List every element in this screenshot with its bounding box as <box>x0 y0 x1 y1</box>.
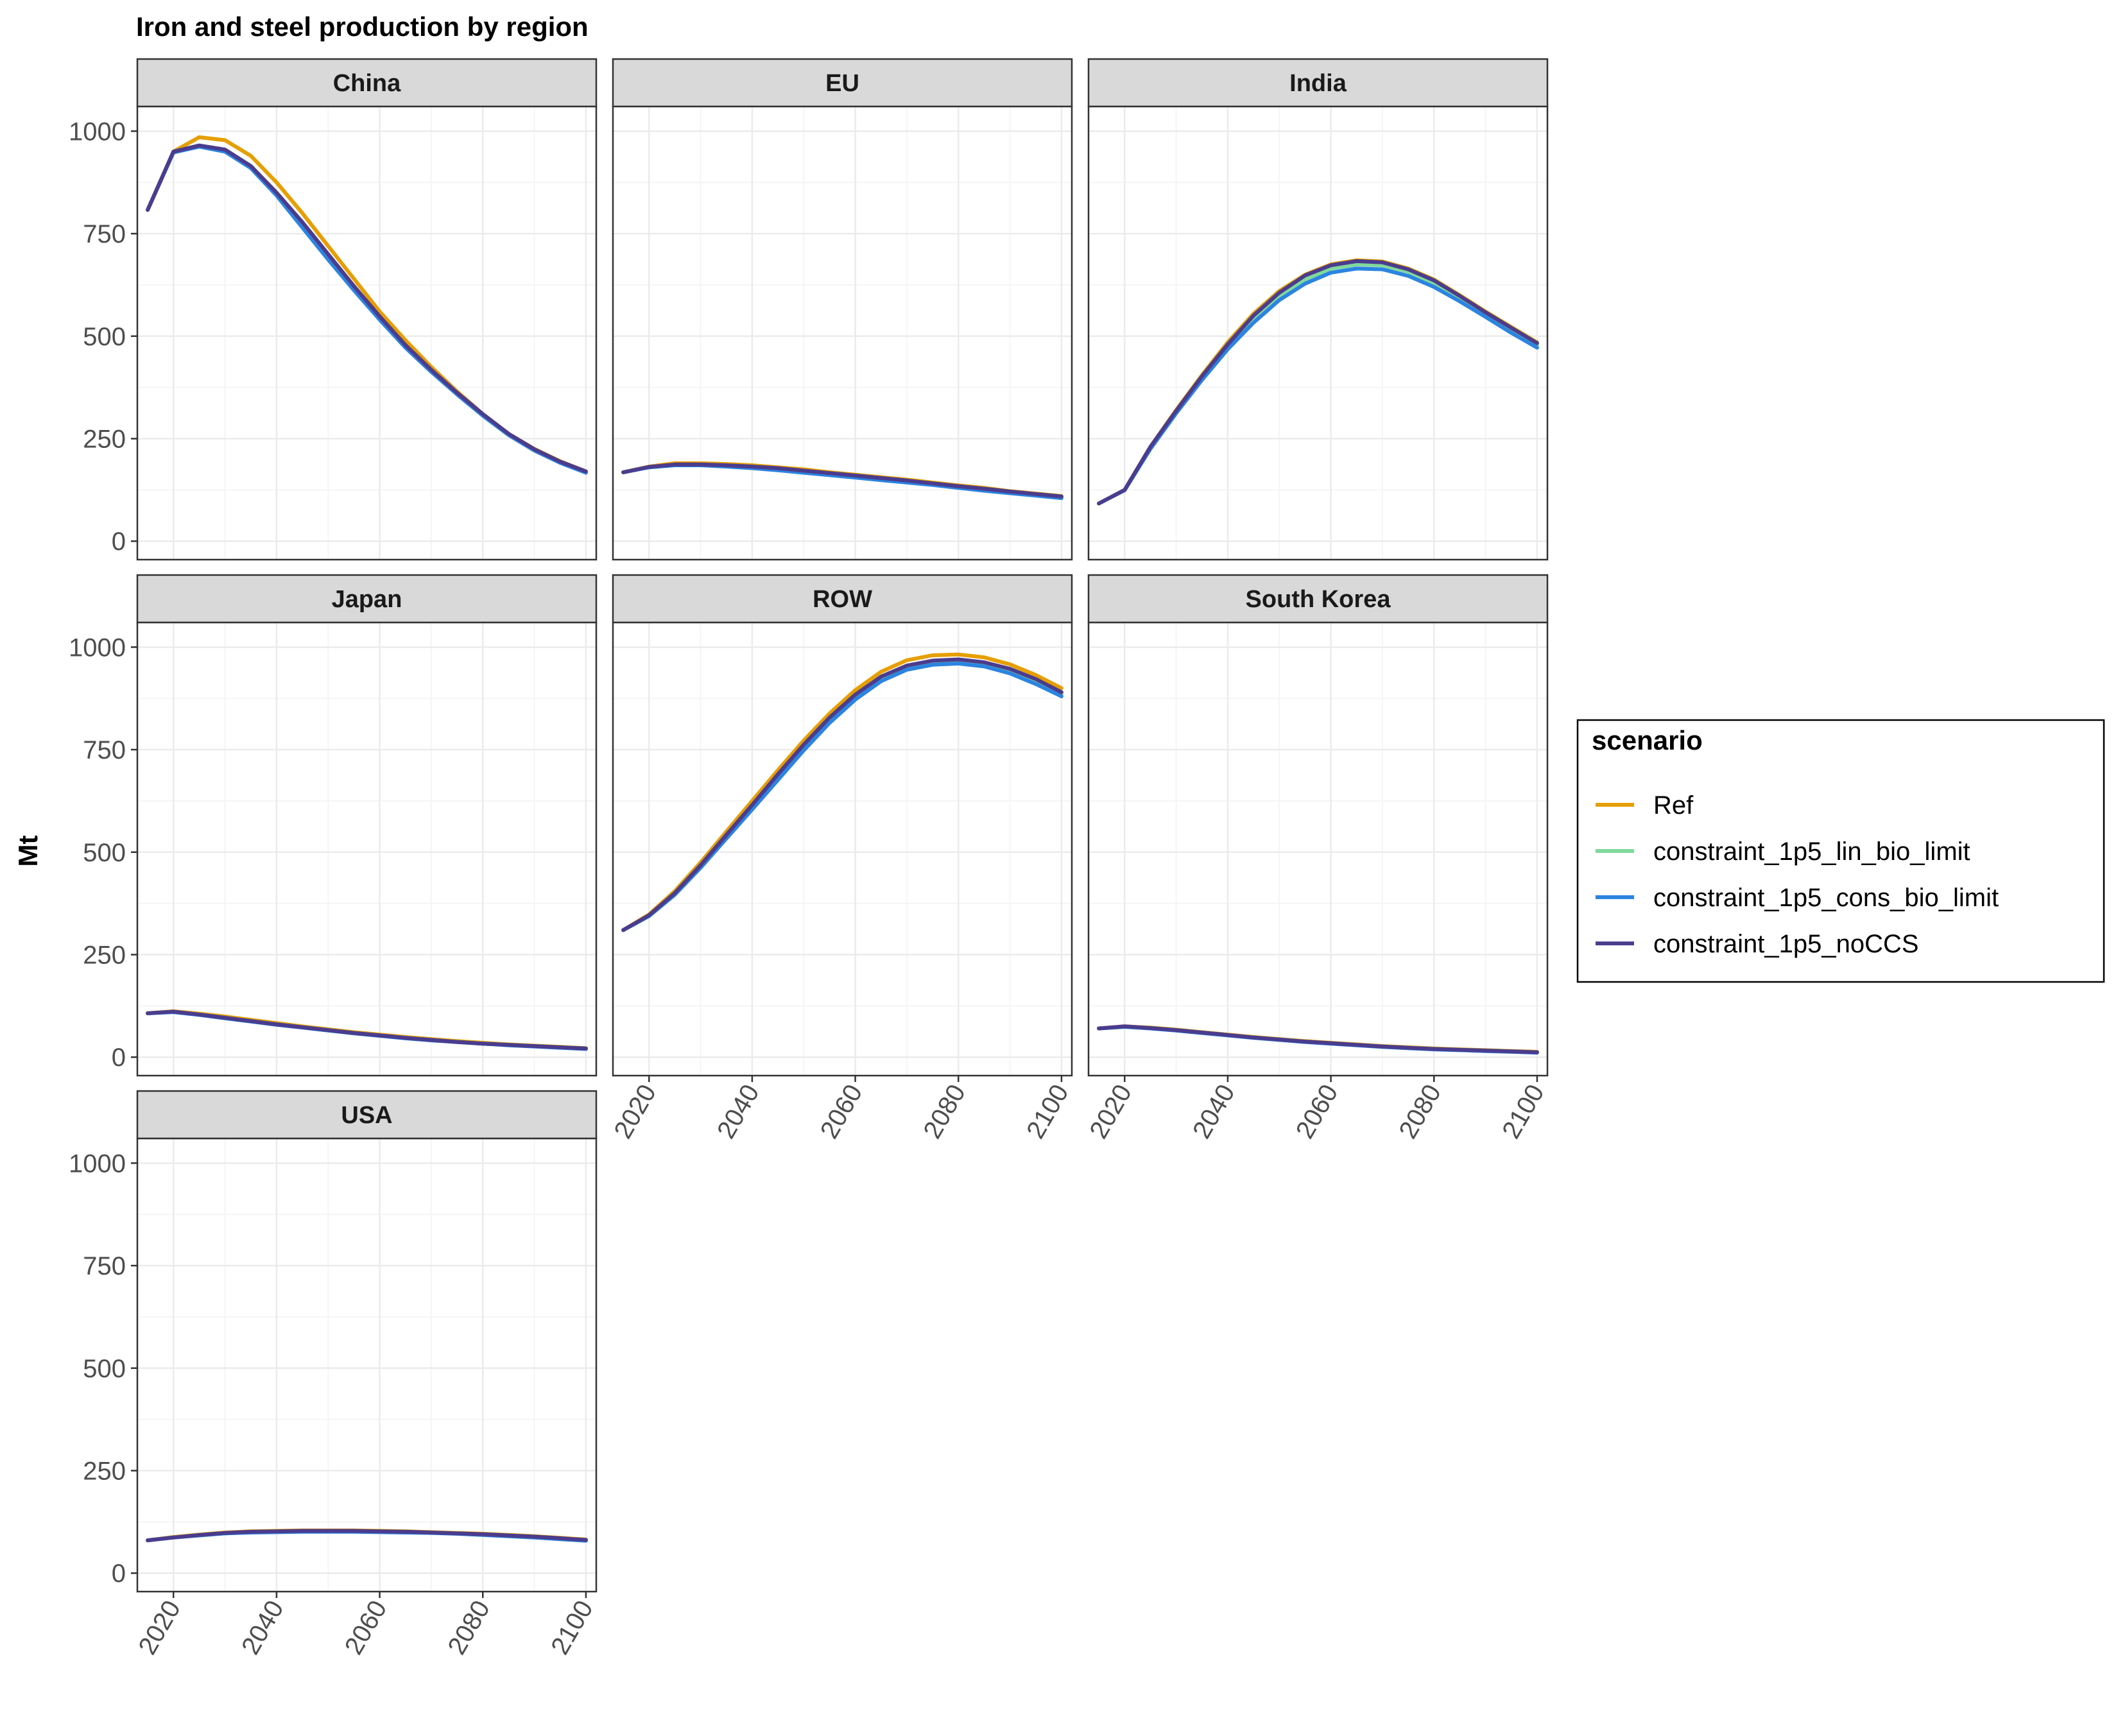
series-line-constraint-1p5-noccs <box>621 657 1063 932</box>
legend: scenario Ref constraint_1p5_lin_bio_limit… <box>1576 719 2105 983</box>
x-tick-label: 2080 <box>918 1080 971 1144</box>
strip-label: South Korea <box>1246 586 1391 613</box>
legend-label: Ref <box>1653 791 1694 820</box>
panel-border <box>136 105 598 561</box>
strip-label: Japan <box>332 586 402 613</box>
panel-eu: EU <box>612 58 1073 561</box>
x-tick-label: 2040 <box>712 1080 765 1144</box>
panel-border <box>136 1137 598 1593</box>
series-line-constraint-1p5-noccs <box>1097 1024 1539 1054</box>
legend-entry-ref: Ref <box>1596 791 1694 820</box>
y-tick-label: 250 <box>83 941 126 970</box>
y-tick-label: 1000 <box>69 1149 126 1178</box>
panel-row: ROW 2020 2040 2060 2080 2100 <box>608 574 1074 1144</box>
series-line-constraint-1p5-noccs <box>146 143 588 474</box>
legend-entry-constraint-1p5-noccs: constraint_1p5_noCCS <box>1596 930 1919 958</box>
panel-border <box>136 621 598 1077</box>
legend-label: constraint_1p5_noCCS <box>1653 930 1919 958</box>
y-tick-label: 0 <box>112 1044 126 1072</box>
y-axis-label: Mt <box>13 836 43 867</box>
series-line-constraint-1p5-noccs <box>1097 259 1539 506</box>
y-tick-label: 250 <box>83 1457 126 1486</box>
facet-panels: China 0 250 500 750 1000 EU India Japan 0 250 500 75… <box>69 58 1550 1660</box>
x-tick-label: 2060 <box>1291 1080 1344 1144</box>
y-tick-label: 500 <box>83 323 126 351</box>
x-tick-label: 2060 <box>340 1596 393 1660</box>
strip-eu <box>612 58 1073 108</box>
x-tick-label: 2100 <box>1021 1080 1074 1144</box>
y-tick-label: 1000 <box>69 117 126 146</box>
strip-row <box>612 574 1073 624</box>
panel-border <box>1087 621 1549 1077</box>
x-tick-label: 2020 <box>133 1596 186 1660</box>
legend-label: constraint_1p5_lin_bio_limit <box>1653 838 1970 866</box>
legend-title: scenario <box>1592 725 1703 755</box>
panel-background <box>137 1139 596 1592</box>
strip-label: China <box>333 70 401 97</box>
x-tick-label: 2080 <box>442 1596 495 1660</box>
y-tick-label: 0 <box>112 528 126 556</box>
panel-background <box>1089 623 1547 1076</box>
x-tick-label: 2040 <box>1187 1080 1241 1144</box>
series-line-constraint-1p5-noccs <box>146 1529 588 1543</box>
panel-background <box>1089 107 1547 560</box>
x-tick-label: 2080 <box>1393 1080 1447 1144</box>
x-tick-label: 2100 <box>1497 1080 1550 1144</box>
strip-label: USA <box>341 1102 392 1129</box>
panel-india: India <box>1087 58 1549 561</box>
panel-background <box>613 623 1072 1076</box>
strip-usa <box>136 1090 598 1140</box>
panel-background <box>137 107 596 560</box>
series-line-constraint-1p5-noccs <box>146 1010 588 1051</box>
x-tick-label: 2060 <box>815 1080 868 1144</box>
panel-japan: Japan 0 250 500 750 1000 <box>69 574 598 1077</box>
strip-china <box>136 58 598 108</box>
y-tick-label: 750 <box>83 1252 126 1280</box>
y-tick-label: 750 <box>83 220 126 248</box>
legend-box <box>1576 719 2105 983</box>
y-tick-label: 0 <box>112 1560 126 1588</box>
series-line-constraint-1p5-noccs <box>621 462 1063 499</box>
legend-entry-constraint-1p5-lin-bio-limit: constraint_1p5_lin_bio_limit <box>1596 838 1970 866</box>
panel-border <box>612 621 1073 1077</box>
y-tick-label: 1000 <box>69 633 126 662</box>
strip-label: EU <box>825 70 859 97</box>
strip-label: India <box>1289 70 1347 97</box>
strip-japan <box>136 574 598 624</box>
panel-border <box>612 105 1073 561</box>
panel-china: China 0 250 500 750 1000 <box>69 58 598 561</box>
y-tick-label: 250 <box>83 425 126 454</box>
strip-india <box>1087 58 1549 108</box>
panel-background <box>137 623 596 1076</box>
panel-border <box>1087 105 1549 561</box>
y-tick-label: 500 <box>83 1355 126 1383</box>
x-tick-label: 2020 <box>608 1080 662 1144</box>
x-tick-label: 2020 <box>1084 1080 1137 1144</box>
panel-south-korea: South Korea 2020 2040 2060 2080 2100 <box>1084 574 1550 1144</box>
panel-usa: USA 0 250 500 750 1000 2020 2040 2060 2080 2100 <box>69 1090 599 1660</box>
y-tick-label: 500 <box>83 839 126 867</box>
y-tick-label: 750 <box>83 736 126 764</box>
legend-label: constraint_1p5_cons_bio_limit <box>1653 884 1999 912</box>
chart-title: Iron and steel production by region <box>136 12 589 42</box>
x-tick-label: 2100 <box>546 1596 599 1660</box>
x-tick-label: 2040 <box>236 1596 289 1660</box>
legend-entry-constraint-1p5-cons-bio-limit: constraint_1p5_cons_bio_limit <box>1596 884 1999 912</box>
strip-label: ROW <box>813 586 872 613</box>
strip-south-korea <box>1087 574 1549 624</box>
